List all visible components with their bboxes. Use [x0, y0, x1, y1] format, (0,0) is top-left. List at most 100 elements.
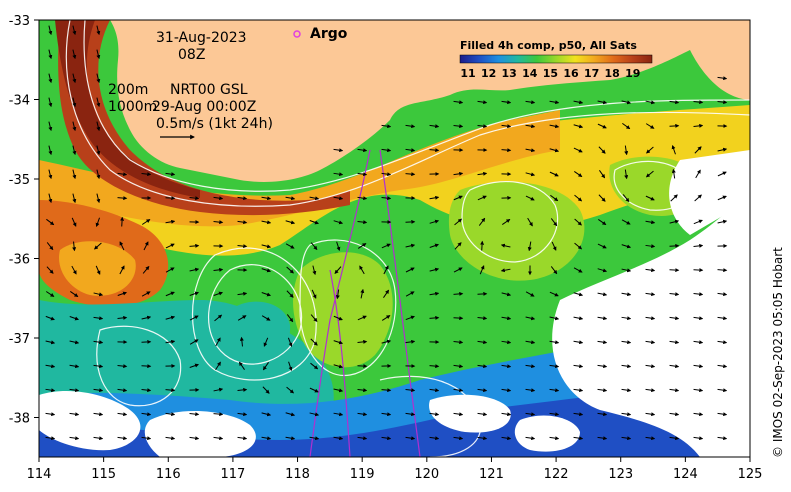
- velocity-arrow: [717, 219, 728, 224]
- velocity-arrow: [381, 196, 392, 201]
- colorbar-tick-label: 16: [563, 67, 579, 80]
- velocity-arrow: [597, 243, 607, 249]
- velocity-arrow: [381, 148, 392, 153]
- x-tick-label: 119: [350, 467, 375, 482]
- velocity-arrow: [525, 100, 536, 105]
- velocity-arrow: [573, 340, 584, 345]
- contour-lines: [65, 20, 750, 457]
- velocity-arrow: [573, 388, 584, 393]
- velocity-arrow: [669, 316, 680, 321]
- velocity-arrow: [165, 243, 175, 249]
- velocity-arrow: [477, 316, 488, 321]
- velocity-arrow: [717, 388, 728, 393]
- velocity-arrow: [480, 240, 485, 251]
- central-eddy: [293, 252, 393, 368]
- velocity-arrow: [693, 100, 704, 105]
- velocity-arrow: [309, 219, 319, 225]
- velocity-arrow: [142, 265, 150, 274]
- velocity-arrow: [359, 265, 365, 275]
- x-tick-label: 116: [156, 467, 181, 482]
- velocity-arrow: [574, 242, 583, 250]
- velocity-arrow: [621, 316, 632, 321]
- velocity-arrow: [624, 145, 629, 156]
- velocity-arrow: [381, 172, 392, 177]
- velocity-arrow: [551, 241, 557, 251]
- velocity-arrow: [117, 291, 127, 296]
- velocity-arrow: [288, 361, 293, 372]
- velocity-arrow: [621, 340, 632, 345]
- velocity-arrow: [500, 243, 511, 248]
- velocity-arrow: [621, 268, 632, 273]
- velocity-arrow: [309, 387, 319, 393]
- velocity-arrow: [263, 337, 269, 347]
- velocity-arrow: [479, 265, 485, 275]
- velocity-arrow: [693, 123, 704, 128]
- velocity-arrow: [717, 340, 728, 345]
- velocity-arrow: [429, 124, 440, 129]
- velocity-arrow: [549, 171, 559, 177]
- velocity-arrow: [117, 196, 128, 201]
- velocity-arrow: [45, 412, 56, 417]
- velocity-arrow: [429, 412, 440, 417]
- velocity-arrow: [597, 268, 608, 273]
- velocity-arrow: [261, 315, 271, 321]
- velocity-arrow: [333, 412, 344, 417]
- velocity-arrow: [143, 241, 149, 251]
- velocity-arrow: [525, 412, 536, 417]
- velocity-arrow: [693, 340, 704, 345]
- velocity-arrow: [165, 291, 175, 297]
- velocity-arrow: [165, 315, 176, 320]
- y-tick-label: -35: [9, 173, 30, 188]
- velocity-arrow: [96, 145, 101, 156]
- velocity-arrow: [717, 292, 728, 297]
- velocity-arrow: [357, 196, 368, 201]
- velocity-arrow: [645, 220, 656, 225]
- velocity-arrow: [645, 244, 656, 249]
- velocity-arrow: [261, 196, 272, 201]
- velocity-arrow: [45, 436, 56, 441]
- velocity-arrow: [549, 412, 560, 417]
- velocity-arrow: [141, 388, 152, 393]
- velocity-arrow: [119, 241, 125, 251]
- velocity-arrow: [48, 97, 53, 108]
- velocity-arrow: [550, 194, 559, 202]
- velocity-arrow: [189, 339, 199, 345]
- velocity-arrow: [621, 412, 632, 417]
- velocity-arrow: [693, 388, 704, 393]
- velocity-arrows: [45, 25, 728, 441]
- x-axis: 114 115 116 117 118 119 120 121 122 123 124 125: [27, 457, 762, 482]
- product-label: NRT00 GSL: [170, 82, 248, 98]
- velocity-arrow: [429, 388, 440, 393]
- y-tick-label: -33: [9, 14, 30, 29]
- velocity-arrow: [117, 172, 128, 177]
- velocity-arrow: [669, 100, 680, 105]
- velocity-arrow: [621, 100, 632, 105]
- velocity-arrow: [453, 291, 464, 296]
- velocity-arrow: [549, 436, 560, 441]
- velocity-arrow: [189, 315, 199, 321]
- velocity-arrow: [669, 243, 680, 248]
- velocity-arrow: [525, 340, 536, 345]
- velocity-arrow: [717, 316, 728, 321]
- velocity-arrow: [69, 316, 79, 321]
- velocity-arrow: [573, 316, 584, 321]
- velocity-arrow: [429, 364, 440, 369]
- velocity-arrow: [309, 196, 320, 201]
- velocity-arrow: [72, 145, 77, 156]
- velocity-arrow: [624, 169, 629, 180]
- velocity-arrow: [453, 364, 464, 369]
- velocity-arrow: [261, 436, 272, 441]
- velocity-arrow: [645, 195, 655, 201]
- velocity-arrow: [237, 387, 248, 392]
- velocity-arrow: [261, 244, 272, 249]
- velocity-arrow: [336, 241, 341, 252]
- velocity-arrow: [357, 148, 368, 153]
- velocity-arrow: [285, 220, 296, 225]
- velocity-arrow: [454, 218, 463, 226]
- east-eddy: [448, 181, 585, 281]
- velocity-arrow: [717, 100, 728, 105]
- velocity-arrow: [72, 25, 77, 36]
- velocity-arrow: [645, 388, 656, 393]
- velocity-arrow: [453, 412, 464, 417]
